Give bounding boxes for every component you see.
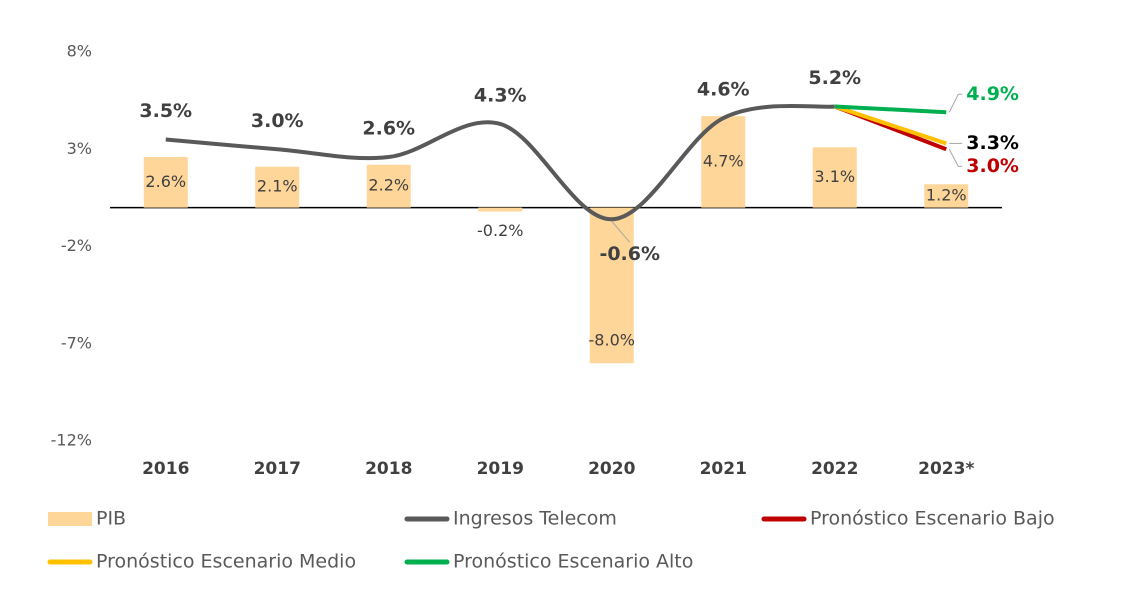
line-label: 3.5% <box>139 100 192 122</box>
line-label: 4.6% <box>697 79 750 101</box>
bar-label: -0.2% <box>477 221 523 240</box>
x-tick-label: 2020 <box>588 459 635 479</box>
bar <box>701 116 746 208</box>
bar-label: 2.1% <box>257 177 298 196</box>
x-tick-label: 2023* <box>918 459 974 479</box>
forecast-line <box>834 104 947 115</box>
y-tick-label: -7% <box>61 333 92 352</box>
y-tick-label: 8% <box>67 42 92 61</box>
line <box>165 103 835 222</box>
bar-label: 2.2% <box>368 176 409 195</box>
legend-label: PIB <box>96 508 126 530</box>
forecast-label: 4.9% <box>966 83 1019 105</box>
bar <box>478 207 523 212</box>
bar <box>589 207 634 364</box>
line-label: -0.6% <box>599 243 660 265</box>
bar-label: 4.7% <box>703 151 744 170</box>
bar <box>143 157 188 208</box>
x-tick-label: 2019 <box>477 459 524 479</box>
y-tick-label: 3% <box>67 139 92 158</box>
legend-label: Ingresos Telecom <box>453 508 617 530</box>
leader-line <box>948 149 963 167</box>
leader-line <box>948 93 963 113</box>
line-label: 3.0% <box>251 110 304 132</box>
line-label: 2.6% <box>362 118 415 140</box>
bar <box>366 164 411 208</box>
line-label: 5.2% <box>808 67 861 89</box>
x-tick-label: 2017 <box>254 459 301 479</box>
line-label: 4.3% <box>474 84 527 106</box>
x-tick-label: 2016 <box>142 459 189 479</box>
y-tick-label: -12% <box>51 431 92 450</box>
forecast-label: 3.3% <box>966 132 1019 154</box>
y-tick-label: -2% <box>61 236 92 255</box>
bar <box>812 147 857 208</box>
bar <box>924 184 969 208</box>
legend-label: Pronóstico Escenario Bajo <box>810 508 1055 530</box>
legend-label: Pronóstico Escenario Alto <box>453 551 693 573</box>
x-tick-label: 2018 <box>365 459 412 479</box>
bar-label: 3.1% <box>814 167 855 186</box>
bar-label: 2.6% <box>145 172 186 191</box>
leader-line <box>611 220 631 243</box>
bar-label: 1.2% <box>926 185 967 204</box>
bar <box>255 166 300 208</box>
forecast-line <box>834 104 947 146</box>
legend-label: Pronóstico Escenario Medio <box>96 551 356 573</box>
bar-label: -8.0% <box>589 331 635 350</box>
x-tick-label: 2021 <box>700 459 747 479</box>
legend-swatch <box>48 512 92 526</box>
x-tick-label: 2022 <box>811 459 858 479</box>
forecast-label: 3.0% <box>966 155 1019 177</box>
